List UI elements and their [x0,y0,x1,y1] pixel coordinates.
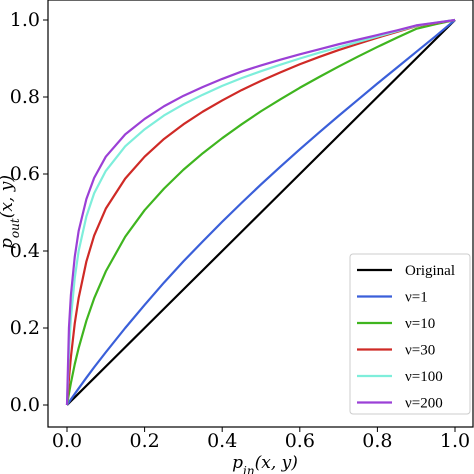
legend-label: Original [405,263,455,279]
series-line-0 [66,19,456,406]
series-line-2 [65,18,456,406]
x-axis-label: pin(x, y) [232,453,298,474]
plot-frame [47,0,474,428]
x-tick-label: 0.4 [207,430,237,452]
x-tick-label: 0.2 [129,430,159,452]
y-axis-label-sub: out [8,218,22,238]
legend-box [349,253,471,415]
y-axis-label: pout(x, y) [0,175,22,249]
x-axis-label-main: p [232,453,243,473]
y-tick-label: 0.6 [10,163,40,185]
x-tick-label: 1.0 [440,430,470,452]
y-tick-label: 1.0 [10,9,40,31]
x-tick-label: 0.6 [285,430,315,452]
axis-ticks: 0.0 0.2 0.4 0.6 0.8 1.0 0.0 0.2 0.4 0.6 0.8 1.0 [10,9,470,452]
x-axis-label-args: (x, y) [255,453,298,473]
series-lines [65,18,456,406]
x-tick-label: 0.0 [52,430,82,452]
series-line-4 [65,18,456,406]
legend-label: ν=30 [405,343,435,359]
y-tick-label: 0.8 [10,86,40,108]
x-tick-label: 0.8 [362,430,392,452]
legend-label: ν=100 [405,369,443,385]
legend-label: ν=10 [405,316,435,332]
legend-label: ν=200 [405,396,443,412]
y-tick-label: 0.2 [10,317,40,339]
legend-label: ν=1 [405,290,428,306]
x-axis-label-sub: in [243,464,255,474]
y-tick-label: 0.0 [10,394,40,416]
y-axis-label-main: p [0,238,17,249]
y-axis-label-args: (x, y) [0,175,17,218]
series-line-3 [65,18,456,406]
series-line-5 [65,18,456,406]
series-line-1 [66,19,456,406]
y-tick-label: 0.4 [10,240,40,262]
legend: Original ν=1 ν=10 ν=30 ν=100 ν=200 [349,253,471,415]
